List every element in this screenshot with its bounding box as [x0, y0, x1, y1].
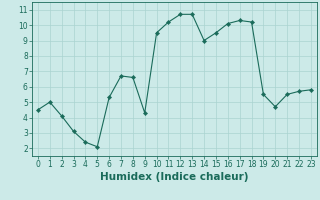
X-axis label: Humidex (Indice chaleur): Humidex (Indice chaleur) — [100, 172, 249, 182]
